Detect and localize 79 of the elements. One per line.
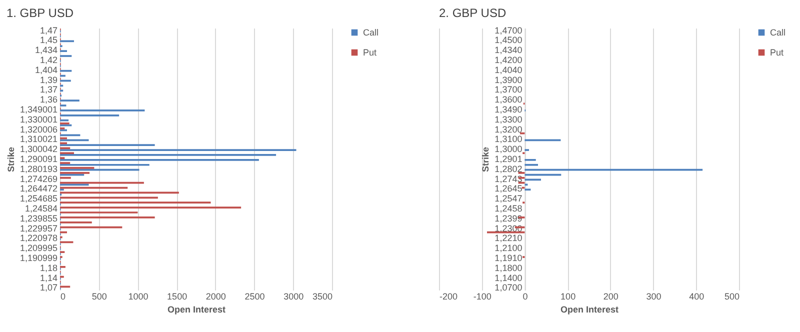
y-tick-label: 1,1400 [494, 272, 522, 283]
y-tick-label: 1,274269 [20, 174, 58, 184]
y-tick-label: 1,2458 [494, 203, 522, 214]
y-tick-label: 1,349001 [20, 104, 58, 115]
y-tick-label: 1,42 [40, 55, 58, 66]
y-tick-label: 1,280193 [20, 164, 58, 174]
y-tick-label: 1,2645 [494, 184, 522, 194]
y-tick-label: 1,254685 [20, 194, 58, 204]
y-tick-label: 1,4040 [494, 64, 522, 75]
legend-label: Call [363, 28, 379, 38]
y-tick-label: 1,3600 [494, 94, 522, 105]
y-tick-label: 1,320006 [20, 124, 58, 134]
chart-title: 2. GBP USD [439, 6, 506, 20]
x-tick-label: 2000 [206, 292, 226, 302]
y-tick-label: 1,4200 [494, 55, 522, 66]
x-tick-label: 500 [92, 292, 107, 302]
x-axis-title: Open Interest [560, 304, 619, 314]
x-tick-label: 1000 [128, 292, 148, 302]
y-tick-label: 1,07 [40, 282, 58, 293]
x-tick-label: 400 [689, 292, 704, 302]
x-tick-label: 200 [603, 292, 618, 302]
y-tick-label: 1,1910 [494, 252, 522, 263]
y-tick-label: 1,3900 [494, 74, 522, 85]
y-tick-label: 1,4700 [494, 25, 522, 36]
y-tick-label: 1,290091 [20, 154, 58, 164]
x-tick-label: 500 [724, 292, 740, 302]
x-tick-label: 2500 [244, 292, 265, 302]
y-tick-label: 1,39 [40, 74, 58, 85]
y-tick-label: 1,264472 [20, 184, 58, 194]
x-tick-label: 300 [646, 292, 662, 302]
y-tick-label: 1,404 [34, 64, 58, 75]
y-tick-label: 1,4340 [494, 45, 522, 56]
y-tick-label: 1,36 [40, 94, 58, 105]
x-tick-label: 100 [560, 292, 576, 302]
x-tick-label: 3500 [312, 292, 332, 302]
y-tick-label: 1,2399 [494, 213, 522, 224]
y-tick-label: 1,2901 [494, 154, 522, 164]
y-tick-label: 1,4500 [494, 35, 522, 46]
y-tick-label: 1,229957 [20, 223, 58, 234]
y-tick-label: 1,45 [40, 35, 58, 46]
y-tick-label: 1,209995 [20, 243, 58, 254]
y-tick-label: 1,190999 [20, 252, 58, 263]
y-tick-label: 1,3000 [494, 144, 522, 154]
y-tick-label: 1,37 [40, 84, 58, 95]
x-tick-label: -200 [440, 292, 458, 302]
x-tick-label: 0 [60, 292, 66, 302]
y-tick-label: 1,2743 [494, 174, 522, 184]
y-tick-label: 1,24584 [24, 203, 58, 214]
y-tick-label: 1,3100 [494, 134, 522, 144]
y-tick-label: 1,1800 [494, 262, 522, 273]
y-tick-label: 1,3490 [494, 104, 522, 115]
y-axis-title: Strike [480, 146, 491, 172]
y-tick-label: 1,2100 [494, 243, 522, 254]
chart-title: 1. GBP USD [6, 6, 74, 20]
x-axis-title: Open Interest [167, 304, 226, 314]
y-tick-label: 1,14 [40, 272, 58, 283]
x-tick-label: 0 [522, 292, 528, 302]
y-tick-label: 1,3300 [494, 114, 522, 124]
legend-label: Call [770, 28, 786, 38]
y-tick-label: 1,0700 [494, 282, 522, 293]
y-tick-label: 1,3200 [494, 124, 522, 134]
y-tick-label: 1,3700 [494, 84, 522, 95]
y-tick-label: 1,18 [40, 262, 58, 273]
x-tick-label: 3000 [284, 292, 304, 302]
y-axis-title: Strike [6, 146, 16, 172]
x-tick-label: -100 [473, 292, 492, 302]
y-tick-label: 1,434 [34, 45, 58, 56]
x-tick-label: 1500 [167, 292, 188, 302]
y-tick-label: 1,2802 [494, 164, 522, 174]
y-tick-label: 1,220978 [20, 233, 58, 244]
y-tick-label: 1,47 [40, 25, 58, 36]
legend-label: Put [363, 48, 378, 58]
y-tick-label: 1,310021 [20, 134, 58, 144]
y-tick-label: 1,330001 [20, 114, 58, 124]
legend-label: Put [770, 48, 784, 58]
y-tick-label: 1,300042 [20, 144, 58, 154]
y-tick-label: 1,239855 [20, 213, 58, 224]
y-tick-label: 1,2210 [494, 233, 522, 244]
y-tick-label: 1,2547 [494, 194, 522, 204]
